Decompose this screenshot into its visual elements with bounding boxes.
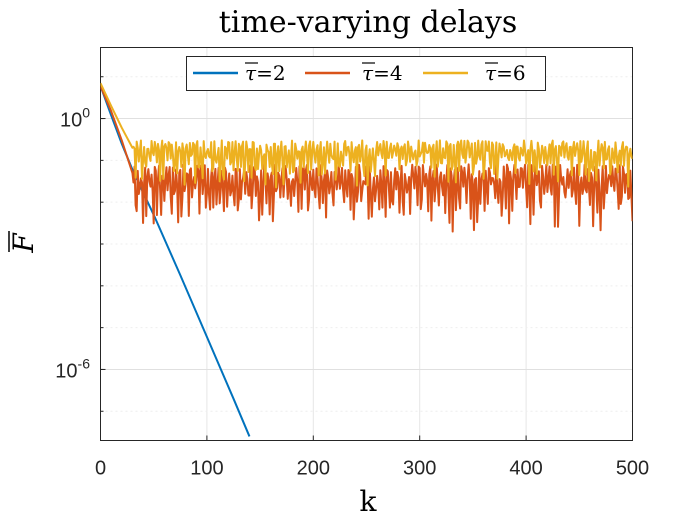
legend-label-tau2: τ=2 — [245, 61, 286, 85]
series-line-1 — [100, 85, 633, 233]
x-tick-label-1: 100 — [190, 458, 223, 480]
legend-box — [186, 56, 546, 91]
chart-title: time-varying delays — [219, 5, 518, 40]
legend-symbol-tau4: τ — [362, 61, 374, 85]
legend: τ=2 τ=4 τ=6 — [186, 56, 546, 91]
x-tick-label-3: 300 — [403, 458, 436, 480]
series-line-2 — [100, 82, 633, 189]
legend-symbol-tau2: τ — [245, 61, 257, 85]
legend-eq-tau2: =2 — [256, 61, 285, 85]
ticks-layer: 0 100 200 300 400 500 100 10-6 — [55, 76, 649, 480]
legend-eq-tau4: =4 — [373, 61, 402, 85]
y-axis-label-group: F — [7, 231, 40, 254]
series-line-0 — [100, 85, 251, 437]
y-axis-label: F — [7, 232, 40, 254]
legend-label-tau4: τ=4 — [362, 61, 403, 85]
y-tick-label-0: 100 — [60, 105, 90, 132]
x-tick-label-0: 0 — [95, 458, 106, 480]
series-layer — [100, 82, 633, 437]
legend-label-tau6: τ=6 — [485, 61, 526, 85]
y-tick-label-1: 10-6 — [55, 355, 90, 382]
x-tick-label-2: 200 — [297, 458, 330, 480]
x-tick-label-4: 400 — [509, 458, 542, 480]
grid — [100, 47, 633, 441]
legend-eq-tau6: =6 — [496, 61, 525, 85]
x-axis-label: k — [360, 485, 378, 518]
legend-symbol-tau6: τ — [485, 61, 497, 85]
x-tick-label-5: 500 — [616, 458, 649, 480]
